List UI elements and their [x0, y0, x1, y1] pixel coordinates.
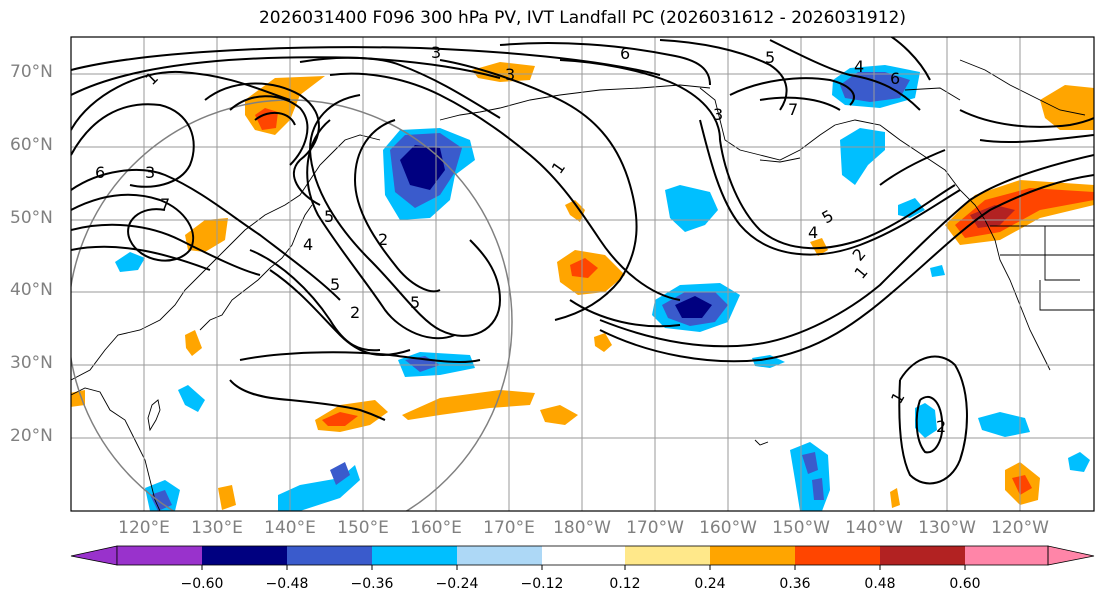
- gridlines: [71, 37, 1094, 511]
- positive-anomaly-region: [890, 488, 900, 508]
- colorbar-tick-label: 0.60: [949, 576, 981, 592]
- positive-anomaly-region: [71, 390, 85, 407]
- negative-anomaly-region: [840, 72, 910, 102]
- colorbar-tick-label: −0.24: [435, 576, 479, 592]
- map-title: 2026031400 F096 300 hPa PV, IVT Landfall…: [258, 8, 906, 28]
- colorbar-bin: [710, 546, 795, 565]
- lon-label: 130°W: [918, 518, 976, 538]
- negative-anomaly-core: [400, 145, 445, 190]
- contour-label: 7: [160, 195, 170, 214]
- negative-anomaly-region: [115, 252, 145, 272]
- contour-label: 5: [410, 293, 420, 312]
- positive-anomaly-region: [540, 405, 578, 425]
- map-frame-border: [70, 36, 1095, 512]
- colorbar-bin: [372, 546, 457, 565]
- lat-label: 40°N: [10, 280, 53, 300]
- lon-label: 170°W: [626, 518, 684, 538]
- contour-label: 3: [505, 65, 515, 84]
- negative-anomaly-region: [802, 452, 818, 474]
- negative-anomaly-core: [675, 296, 712, 318]
- negative-anomaly-region: [978, 412, 1030, 437]
- colorbar-tick-label: −0.12: [520, 576, 564, 592]
- contour-label: 2: [378, 230, 388, 249]
- positive-anomaly-core: [570, 258, 598, 278]
- lon-label: 140°E: [264, 518, 316, 538]
- colorbar-tick-label: 0.12: [609, 576, 641, 592]
- contour-lines: [71, 37, 1094, 485]
- positive-anomaly-region: [185, 330, 202, 356]
- lon-label: 170°E: [483, 518, 535, 538]
- lat-label: 20°N: [10, 426, 53, 446]
- positive-anomaly-region: [218, 485, 236, 510]
- contour-label: 6: [620, 44, 630, 63]
- colorbar-tick-label: −0.60: [180, 576, 224, 592]
- positive-anomaly-region: [565, 200, 585, 222]
- lon-label: 150°E: [337, 518, 389, 538]
- positive-anomaly-region: [472, 62, 535, 82]
- negative-anomaly-region: [278, 465, 360, 511]
- negative-anomaly-region: [178, 385, 205, 412]
- positive-anomaly-region: [1040, 85, 1094, 130]
- colorbar-bin: [457, 546, 542, 565]
- contour-label: 3: [145, 163, 155, 182]
- lon-label: 160°W: [699, 518, 757, 538]
- colorbar-tick-label: −0.48: [265, 576, 309, 592]
- colorbar: [70, 545, 1095, 570]
- lat-label: 30°N: [10, 353, 53, 373]
- colorbar-tick-label: −0.36: [350, 576, 394, 592]
- colorbar-tick-label: 0.36: [779, 576, 811, 592]
- contour-label: 4: [808, 223, 818, 242]
- colorbar-bin: [880, 546, 965, 565]
- colorbar-bin: [625, 546, 710, 565]
- contour-label: 2: [936, 417, 946, 436]
- colorbar-bin: [117, 546, 202, 565]
- lon-label: 180°W: [553, 518, 611, 538]
- negative-anomaly-region: [812, 478, 824, 500]
- contour-label: 5: [330, 275, 340, 294]
- contour-label: 4: [303, 235, 313, 254]
- lon-label: 120°W: [991, 518, 1049, 538]
- colorbar-bin: [795, 546, 880, 565]
- contour-label: 6: [890, 69, 900, 88]
- positive-anomaly-region: [594, 333, 612, 352]
- colorbar-bin: [202, 546, 287, 565]
- contour-label: 7: [788, 100, 798, 119]
- contour-label: 5: [324, 207, 334, 226]
- negative-anomaly-region: [1068, 452, 1090, 472]
- lon-label: 160°E: [410, 518, 462, 538]
- contour-label: 2: [350, 303, 360, 322]
- positive-anomaly-core: [1012, 475, 1032, 495]
- contour-label: 5: [765, 48, 775, 67]
- negative-anomaly-region: [330, 462, 350, 485]
- lon-label: 140°W: [845, 518, 903, 538]
- lon-label: 120°E: [118, 518, 170, 538]
- colorbar-bin: [965, 546, 1048, 565]
- lat-label: 70°N: [10, 62, 53, 82]
- colorbar-tick-label: 0.48: [864, 576, 896, 592]
- contour-label: 3: [431, 43, 441, 62]
- lat-label: 60°N: [10, 135, 53, 155]
- contour-label-set: 1 3 6 5 7 4 1 5 2 3 3 5 2 7 6 3 5 4 2 1 …: [95, 43, 946, 436]
- colorbar-bin: [542, 546, 625, 565]
- lon-label: 130°E: [191, 518, 243, 538]
- contour-label: 4: [854, 57, 864, 76]
- negative-anomaly-region: [898, 198, 925, 218]
- negative-anomaly-region: [930, 265, 945, 277]
- contour-label: 6: [95, 163, 105, 182]
- lon-label: 150°W: [772, 518, 830, 538]
- positive-anomaly-core: [970, 205, 1015, 228]
- positive-anomaly-region: [810, 238, 828, 256]
- colorbar-tick-label: 0.24: [694, 576, 726, 592]
- negative-anomaly-region: [915, 403, 937, 438]
- coastlines: [71, 59, 1094, 511]
- colorbar-extend-max: [1047, 545, 1095, 566]
- colorbar-extend-min: [70, 545, 118, 566]
- lat-label: 50°N: [10, 208, 53, 228]
- contour-label: 3: [713, 105, 723, 124]
- positive-anomaly-region: [402, 390, 535, 420]
- positive-anomaly-core: [322, 412, 358, 426]
- colorbar-bin: [287, 546, 372, 565]
